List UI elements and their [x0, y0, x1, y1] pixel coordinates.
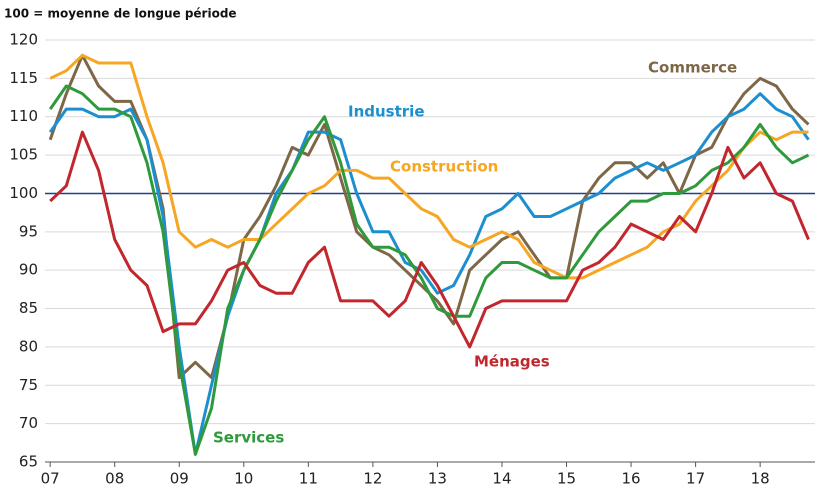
x-tick-label: 15	[557, 470, 576, 488]
y-tick-label: 75	[19, 376, 38, 394]
x-tick-label: 14	[492, 470, 511, 488]
series-label: Ménages	[474, 353, 550, 371]
y-tick-label: 95	[19, 222, 38, 240]
x-tick-label: 16	[622, 470, 641, 488]
x-tick-label: 17	[686, 470, 705, 488]
series-label: Commerce	[648, 59, 737, 77]
y-tick-label: 100	[9, 184, 38, 202]
y-tick-label: 105	[9, 146, 38, 164]
y-tick-label: 115	[9, 69, 38, 87]
x-tick-label: 10	[234, 470, 253, 488]
y-tick-label: 70	[19, 414, 38, 432]
x-tick-label: 18	[751, 470, 770, 488]
series-label: Construction	[390, 158, 498, 176]
x-tick-label: 07	[41, 470, 60, 488]
chart-title: 100 = moyenne de longue période	[4, 7, 237, 21]
y-tick-label: 110	[9, 107, 38, 125]
y-tick-label: 80	[19, 337, 38, 355]
y-tick-label: 120	[9, 31, 38, 49]
series-label: Industrie	[348, 103, 425, 121]
series-line	[48, 84, 810, 456]
x-tick-label: 11	[299, 470, 318, 488]
series-label: Services	[213, 429, 284, 447]
y-tick-label: 65	[19, 453, 38, 471]
y-tick-label: 85	[19, 299, 38, 317]
y-tick-label: 90	[19, 261, 38, 279]
x-tick-label: 09	[170, 470, 189, 488]
x-tick-label: 12	[363, 470, 382, 488]
series-line	[49, 130, 810, 349]
x-tick-label: 13	[428, 470, 447, 488]
x-tick-label: 08	[105, 470, 124, 488]
